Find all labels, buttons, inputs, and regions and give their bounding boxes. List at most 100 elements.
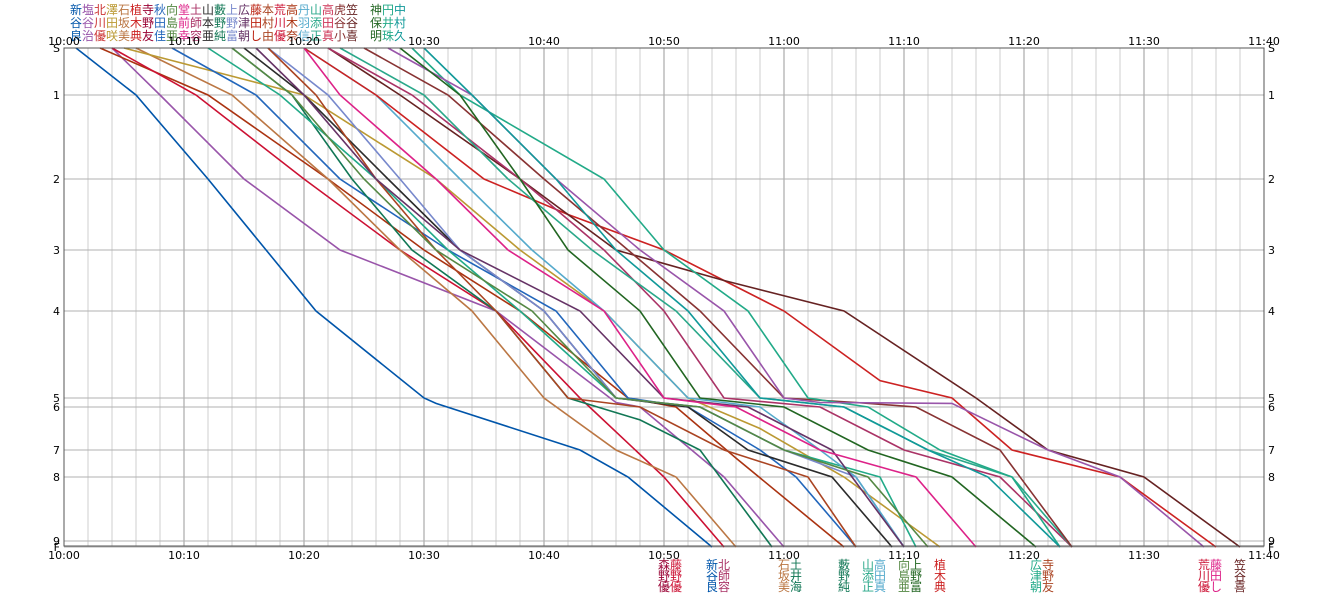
y-tick-label-left: 5 <box>53 392 60 405</box>
finish-label-char: 藪 <box>838 558 850 572</box>
runner-line <box>231 47 929 548</box>
y-tick-label-right: 7 <box>1268 444 1275 457</box>
legend-char: 谷 <box>70 16 82 30</box>
y-tick-label-right: 6 <box>1268 401 1275 414</box>
finish-label-char: 島 <box>898 568 910 583</box>
legend-char: 容 <box>190 28 202 43</box>
finish-label-char: 野 <box>658 569 670 583</box>
finish-label-char: 津 <box>1030 569 1042 583</box>
finish-label-char: 美 <box>778 580 790 594</box>
legend-char: 石 <box>118 3 130 17</box>
finish-label-char: 植 <box>934 557 946 572</box>
x-tick-label-bottom: 10:20 <box>288 549 320 562</box>
x-tick-label-top: 10:40 <box>528 35 560 48</box>
legend-char: 津 <box>238 16 250 30</box>
x-tick-label-bottom: 11:30 <box>1128 549 1160 562</box>
finish-label-char: 山 <box>862 558 874 572</box>
series-lines <box>75 47 1241 548</box>
legend-char: 前 <box>178 15 190 30</box>
legend-char: 笠 <box>346 2 358 17</box>
x-tick-label-bottom: 11:00 <box>768 549 800 562</box>
legend-char: 田 <box>250 16 262 30</box>
finish-label-char: 笠 <box>1234 557 1246 572</box>
finish-label-char: 優 <box>658 580 670 594</box>
y-tick-label-left: 1 <box>53 89 60 102</box>
y-tick-label-left: 7 <box>53 444 60 457</box>
legend-char: 秋 <box>154 3 166 17</box>
runner-line <box>303 47 905 548</box>
legend-char: 田 <box>154 16 166 30</box>
finish-label-char: 荒 <box>1198 558 1210 572</box>
legend-char: 咲 <box>106 28 118 43</box>
legend-char: 北 <box>94 3 106 17</box>
y-tick-label-left: 6 <box>53 401 60 414</box>
legend-char: 上 <box>226 3 238 17</box>
y-tick-label-left: F <box>54 541 60 554</box>
legend-char: 保 <box>370 16 382 30</box>
legend-char: 信 <box>298 29 310 43</box>
legend-char: 羽 <box>298 16 310 30</box>
legend-char: 佳 <box>154 29 166 43</box>
x-tick-label-bottom: 11:10 <box>888 549 920 562</box>
x-tick-label-top: 10:30 <box>408 35 440 48</box>
legend-char: 山 <box>310 3 322 17</box>
legend-char: 神 <box>370 3 382 17</box>
finish-label-char: 谷 <box>706 569 718 583</box>
runner-line <box>399 47 1037 548</box>
legend-char: 木 <box>130 16 142 30</box>
x-tick-label-bottom: 10:00 <box>48 549 80 562</box>
legend-char: 高 <box>322 2 334 17</box>
finish-label-char: 添 <box>862 569 874 583</box>
finish-labels: 森野優藤野優新谷良北師容石坂美土井海藪野純山添正高田真向島亜上野富植木典広津朝寺… <box>658 557 1246 594</box>
x-tick-label-top: 11:20 <box>1008 35 1040 48</box>
x-tick-label-bottom: 10:30 <box>408 549 440 562</box>
runner-line <box>267 47 905 548</box>
x-tick-label-bottom: 10:40 <box>528 549 560 562</box>
legend-char: 野 <box>214 16 226 30</box>
finish-label-char: 井 <box>790 569 802 583</box>
legend-char: 朝 <box>238 29 250 43</box>
x-tick-label-top: 11:40 <box>1248 35 1280 48</box>
runner-line <box>327 47 1241 548</box>
y-tick-label-left: 9 <box>53 535 60 548</box>
y-tick-label-right: S <box>1268 42 1275 55</box>
finish-label-char: 木 <box>934 569 946 583</box>
finish-label-char: 良 <box>706 579 718 594</box>
legend-char: 田 <box>322 16 334 30</box>
legend-char: 川 <box>274 16 286 30</box>
legend-char: 野 <box>226 16 238 30</box>
legend-char: 喜 <box>346 29 358 43</box>
axes: 10:00 10:00 10:10 10:10 10:20 10:20 10:30 10:30… <box>48 35 1280 562</box>
legend-char: 荒 <box>274 3 286 17</box>
legend-char: 村 <box>262 16 274 30</box>
runner-line <box>255 47 905 548</box>
y-tick-label-right: 1 <box>1268 89 1275 102</box>
legend-char: 円 <box>382 3 394 17</box>
y-tick-label-right: 5 <box>1268 392 1275 405</box>
finish-label-char: 坂 <box>778 569 790 583</box>
finish-label-char: 藤 <box>670 558 682 572</box>
finish-label-char: 友 <box>1042 580 1054 594</box>
y-tick-label-left: S <box>53 42 60 55</box>
finish-label-char: 優 <box>670 580 682 594</box>
legend-char: 山 <box>202 3 214 17</box>
finish-label-char: 純 <box>838 580 850 594</box>
x-tick-label-top: 10:00 <box>48 35 80 48</box>
y-tick-label-right: 3 <box>1268 244 1275 257</box>
legend-char: 寺 <box>142 3 154 17</box>
legend: 新塩北澤石植寺秋向堂土山藪上広藤本荒高丹山高虎笠神円中谷谷川田坂木野田島前師本野… <box>70 2 406 43</box>
finish-label-char: 野 <box>1042 569 1054 583</box>
finish-label-char: 喜 <box>1234 580 1246 594</box>
legend-char: 典 <box>130 29 142 43</box>
runner-line <box>171 47 857 548</box>
finish-label-char: 谷 <box>1234 569 1246 583</box>
finish-label-char: 真 <box>874 580 886 594</box>
legend-char: 村 <box>394 16 406 30</box>
legend-char: 本 <box>202 16 214 30</box>
x-tick-label-top: 10:10 <box>168 35 200 48</box>
legend-char: 川 <box>94 16 106 30</box>
finish-label-char: 田 <box>1210 569 1222 583</box>
legend-char: 亜 <box>202 29 214 43</box>
finish-label-char: 海 <box>790 579 802 594</box>
runner-line <box>267 47 857 548</box>
